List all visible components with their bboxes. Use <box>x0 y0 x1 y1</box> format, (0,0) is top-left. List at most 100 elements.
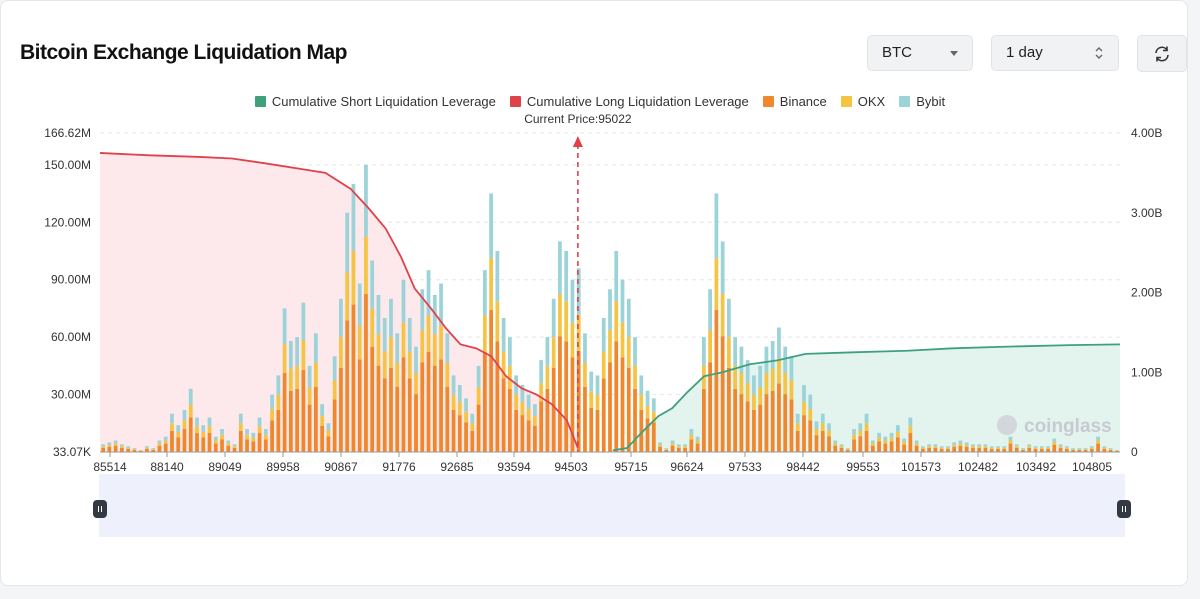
liquidation-chart: 166.62M 150.00M 120.00M 90.00M 60.00M 30.00M 3… <box>44 112 1162 474</box>
bar-segment <box>739 394 744 452</box>
slider-handle-left[interactable] <box>93 500 107 518</box>
bar-segment <box>151 448 156 450</box>
bar-segment <box>670 445 675 452</box>
bar-segment <box>795 423 800 431</box>
bar-segment <box>545 388 550 452</box>
legend-item-2[interactable]: Binance <box>762 92 827 110</box>
bar-segment <box>689 434 694 440</box>
bar-segment <box>470 413 475 424</box>
bar-segment <box>445 362 450 387</box>
bar-segment <box>983 446 988 448</box>
chart-legend: Cumulative Short Liquidation Leverage Cum… <box>0 92 1200 110</box>
bar-segment <box>351 250 356 305</box>
bar-segment <box>320 425 325 452</box>
bar-segment <box>1083 449 1088 452</box>
legend-item-0[interactable]: Cumulative Short Liquidation Leverage <box>254 92 496 110</box>
bar-segment <box>670 443 675 446</box>
bar-segment <box>758 387 763 405</box>
short-leverage-line <box>612 343 1121 452</box>
bar-segment <box>833 440 838 444</box>
bar-segment <box>539 401 544 452</box>
bar-segment <box>1058 444 1063 447</box>
coin-select[interactable]: BTC <box>867 35 973 71</box>
bar-segment <box>351 183 356 251</box>
bar-segment <box>357 325 362 360</box>
bar-segment <box>213 443 218 452</box>
bar-segment <box>226 440 231 444</box>
bar-segment <box>1021 449 1025 452</box>
bar-segment <box>789 399 794 452</box>
bar-segment <box>176 425 181 432</box>
bar-segment <box>989 446 994 448</box>
bar-segment <box>927 444 932 447</box>
bar-segment <box>1008 436 1013 441</box>
bar-segment <box>1064 447 1069 449</box>
range-select[interactable]: 1 day <box>991 35 1119 71</box>
bar-segment <box>576 268 581 315</box>
bar-segment <box>927 446 932 448</box>
bar-segment <box>320 416 325 426</box>
bar-segment <box>288 368 293 391</box>
legend-item-3[interactable]: OKX <box>840 92 885 110</box>
bar-segment <box>852 434 856 440</box>
current-price-arrow <box>572 136 583 147</box>
bar-segment <box>339 337 343 368</box>
bar-segment <box>1033 447 1038 449</box>
bar-segment <box>357 359 362 452</box>
bar-segment <box>320 404 325 417</box>
bar-segment <box>820 430 825 452</box>
bar-segment <box>257 417 262 427</box>
bar-segment <box>645 418 650 452</box>
bar-segment <box>933 444 938 447</box>
bar-segment <box>151 449 156 452</box>
bar-segment <box>877 441 881 452</box>
bar-segment <box>364 294 368 452</box>
bar-segment <box>1021 449 1025 450</box>
bar-segment <box>558 294 562 337</box>
bar-segment <box>952 446 957 452</box>
bar-segment <box>1083 448 1088 450</box>
bar-segment <box>989 447 994 449</box>
bar-segment <box>520 384 525 402</box>
bar-segment <box>126 448 131 452</box>
bar-segment <box>426 270 431 316</box>
bar-segment <box>777 383 781 452</box>
bar-segment <box>814 429 819 436</box>
bar-segment <box>376 365 381 452</box>
bar-segment <box>914 443 919 446</box>
bar-segment <box>545 365 550 389</box>
bar-segment <box>238 430 243 452</box>
bar-segment <box>332 356 337 381</box>
legend-item-4[interactable]: Bybit <box>899 92 945 110</box>
legend-item-1[interactable]: Cumulative Long Liquidation Leverage <box>509 92 749 110</box>
bar-segment <box>420 329 425 363</box>
bar-segment <box>752 375 756 395</box>
slider-handle-right[interactable] <box>1117 500 1131 518</box>
bar-segment <box>708 329 712 363</box>
bar-segment <box>946 447 950 449</box>
bar-segment <box>395 386 400 452</box>
bar-segment <box>282 344 287 374</box>
bar-segment <box>614 250 619 302</box>
bar-segment <box>238 423 243 431</box>
bar-segment <box>601 378 606 452</box>
bar-segment <box>564 301 569 342</box>
page-title: Bitcoin Exchange Liquidation Map <box>20 41 348 64</box>
x-tick-label: 102482 <box>958 460 998 474</box>
bar-segment <box>977 447 982 452</box>
bar-segment <box>695 443 700 452</box>
bar-segment <box>132 449 137 450</box>
bar-segment <box>113 443 118 446</box>
bar-segment <box>708 289 712 330</box>
refresh-button[interactable] <box>1137 35 1187 72</box>
bar-segment <box>1089 448 1094 452</box>
bar-segment <box>1102 446 1107 448</box>
bar-segment <box>508 337 512 366</box>
bar-segment <box>345 320 350 452</box>
range-slider[interactable] <box>93 474 1131 537</box>
bar-segment <box>295 365 299 389</box>
bar-segment <box>407 317 412 352</box>
range-select-value: 1 day <box>1006 44 1043 61</box>
x-tick-label: 103492 <box>1016 460 1056 474</box>
bar-segment <box>251 437 256 442</box>
